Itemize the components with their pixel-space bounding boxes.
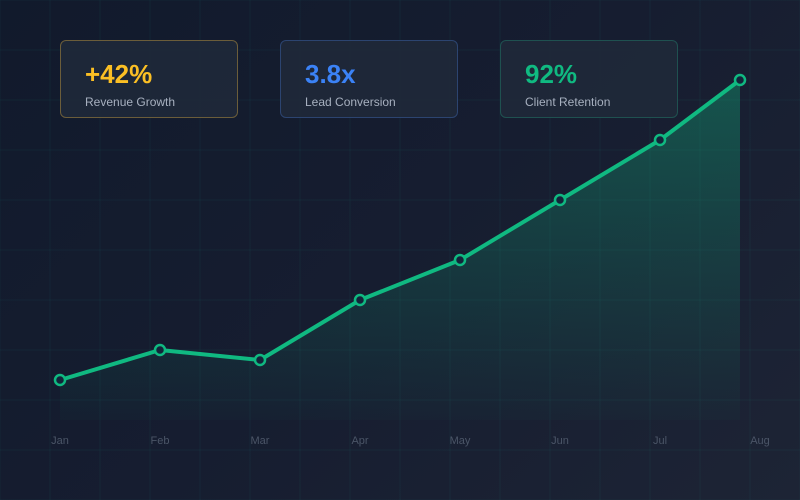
x-tick-label: Jan bbox=[51, 435, 69, 447]
data-point bbox=[353, 293, 367, 307]
x-tick-label: Aug bbox=[750, 435, 770, 447]
series-line bbox=[59, 78, 742, 382]
x-tick-label: Feb bbox=[151, 435, 170, 447]
data-point bbox=[53, 373, 67, 387]
x-tick-label: Mar bbox=[251, 435, 270, 447]
data-point bbox=[453, 253, 467, 267]
metric-value: 3.8x bbox=[305, 59, 356, 89]
data-point bbox=[553, 193, 567, 207]
data-point bbox=[653, 133, 667, 147]
data-point bbox=[733, 73, 747, 87]
metric-card-client-retention: 92% Client Retention bbox=[500, 40, 678, 118]
metric-value: +42% bbox=[85, 59, 153, 89]
x-tick-label: May bbox=[450, 435, 471, 447]
metric-label: Revenue Growth bbox=[85, 95, 176, 109]
x-tick-label: Jun bbox=[551, 435, 569, 447]
x-tick-label: Apr bbox=[351, 435, 368, 447]
data-point bbox=[253, 353, 267, 367]
metric-card-revenue-growth: +42% Revenue Growth bbox=[60, 40, 238, 118]
data-point bbox=[153, 343, 167, 357]
metric-label: Lead Conversion bbox=[305, 95, 396, 109]
area-fill bbox=[60, 80, 740, 420]
metric-label: Client Retention bbox=[525, 95, 611, 109]
metric-value: 92% bbox=[525, 59, 578, 89]
x-tick-label: Jul bbox=[653, 435, 667, 447]
metric-card-lead-conversion: 3.8x Lead Conversion bbox=[280, 40, 458, 118]
